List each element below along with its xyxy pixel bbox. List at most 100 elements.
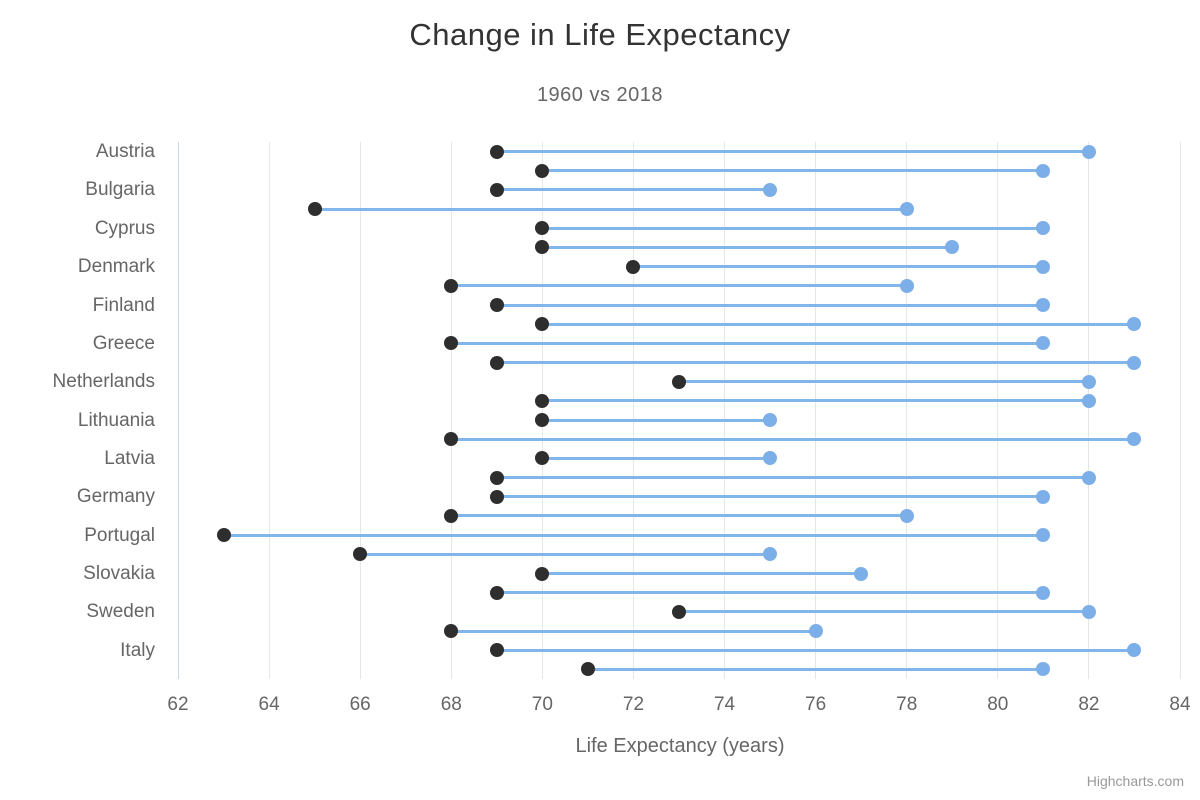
high-value-marker-2018[interactable] — [1127, 355, 1142, 370]
dumbbell-connector[interactable] — [587, 667, 1044, 671]
low-value-marker-1960[interactable] — [489, 144, 504, 159]
dumbbell-connector[interactable] — [451, 341, 1044, 345]
low-value-marker-1960[interactable] — [489, 489, 504, 504]
dumbbell-connector[interactable] — [496, 303, 1044, 307]
y-axis-category-label: Portugal — [84, 524, 155, 546]
low-value-marker-1960[interactable] — [489, 182, 504, 197]
dumbbell-connector[interactable] — [496, 591, 1044, 595]
low-value-marker-1960[interactable] — [535, 451, 550, 466]
dumbbell-connector[interactable] — [496, 188, 771, 192]
high-value-marker-2018[interactable] — [1127, 432, 1142, 447]
high-value-marker-2018[interactable] — [1036, 298, 1051, 313]
x-tick-label: 64 — [258, 694, 280, 715]
low-value-marker-1960[interactable] — [626, 259, 641, 274]
low-value-marker-1960[interactable] — [535, 393, 550, 408]
high-value-marker-2018[interactable] — [1036, 585, 1051, 600]
high-value-marker-2018[interactable] — [1081, 470, 1096, 485]
low-value-marker-1960[interactable] — [444, 508, 459, 523]
low-value-marker-1960[interactable] — [535, 240, 550, 255]
low-value-marker-1960[interactable] — [307, 202, 322, 217]
dumbbell-connector[interactable] — [542, 322, 1135, 326]
low-value-marker-1960[interactable] — [353, 547, 368, 562]
dumbbell-connector[interactable] — [542, 169, 1044, 173]
high-value-marker-2018[interactable] — [1036, 259, 1051, 274]
dumbbell-connector[interactable] — [314, 207, 907, 211]
low-value-marker-1960[interactable] — [216, 528, 231, 543]
high-value-marker-2018[interactable] — [899, 508, 914, 523]
low-value-marker-1960[interactable] — [489, 470, 504, 485]
low-value-marker-1960[interactable] — [444, 336, 459, 351]
high-value-marker-2018[interactable] — [1081, 144, 1096, 159]
dumbbell-connector[interactable] — [496, 361, 1135, 365]
y-axis-category-label: Germany — [76, 486, 155, 508]
high-value-marker-2018[interactable] — [1081, 604, 1096, 619]
x-tick-label: 72 — [622, 694, 645, 715]
dumbbell-connector[interactable] — [223, 533, 1044, 537]
grid-line — [268, 142, 270, 679]
dumbbell-connector[interactable] — [633, 265, 1044, 269]
low-value-marker-1960[interactable] — [535, 163, 550, 178]
high-value-marker-2018[interactable] — [1036, 336, 1051, 351]
low-value-marker-1960[interactable] — [672, 374, 686, 389]
low-value-marker-1960[interactable] — [535, 413, 550, 428]
dumbbell-connector[interactable] — [496, 495, 1044, 499]
high-value-marker-2018[interactable] — [1036, 163, 1051, 178]
dumbbell-connector[interactable] — [542, 245, 953, 249]
low-value-marker-1960[interactable] — [535, 566, 550, 581]
low-value-marker-1960[interactable] — [535, 221, 550, 236]
grid-line — [724, 142, 726, 679]
high-value-marker-2018[interactable] — [1127, 317, 1142, 332]
low-value-marker-1960[interactable] — [489, 298, 504, 313]
dumbbell-connector[interactable] — [496, 476, 1089, 480]
high-value-marker-2018[interactable] — [1036, 221, 1051, 236]
high-value-marker-2018[interactable] — [763, 182, 778, 197]
high-value-marker-2018[interactable] — [763, 451, 778, 466]
dumbbell-connector[interactable] — [542, 226, 1044, 230]
high-value-marker-2018[interactable] — [763, 413, 778, 428]
dumbbell-connector[interactable] — [542, 399, 1089, 403]
low-value-marker-1960[interactable] — [489, 643, 504, 658]
x-axis-title: Life Expectancy (years) — [575, 735, 785, 757]
low-value-marker-1960[interactable] — [444, 624, 459, 639]
dumbbell-connector[interactable] — [542, 456, 771, 460]
y-axis-category-label: Latvia — [104, 447, 155, 469]
dumbbell-connector[interactable] — [451, 437, 1135, 441]
low-value-marker-1960[interactable] — [444, 432, 459, 447]
high-value-marker-2018[interactable] — [899, 202, 914, 217]
high-value-marker-2018[interactable] — [1036, 489, 1051, 504]
highcharts-credit-link[interactable]: Highcharts.com — [1086, 773, 1184, 789]
high-value-marker-2018[interactable] — [899, 278, 914, 293]
dumbbell-connector[interactable] — [451, 284, 907, 288]
high-value-marker-2018[interactable] — [1036, 528, 1051, 543]
grid-line — [1088, 142, 1090, 679]
dumbbell-connector[interactable] — [360, 552, 771, 556]
dumbbell-connector[interactable] — [496, 150, 1089, 154]
high-value-marker-2018[interactable] — [808, 624, 823, 639]
chart-subtitle: 1960 vs 2018 — [536, 84, 664, 106]
dumbbell-connector[interactable] — [451, 629, 816, 633]
low-value-marker-1960[interactable] — [580, 662, 595, 677]
dumbbell-connector[interactable] — [451, 514, 907, 518]
high-value-marker-2018[interactable] — [1081, 374, 1096, 389]
low-value-marker-1960[interactable] — [535, 317, 550, 332]
dumbbell-connector[interactable] — [679, 610, 1089, 614]
chart-title: Change in Life Expectancy — [409, 17, 791, 52]
high-value-marker-2018[interactable] — [854, 566, 869, 581]
low-value-marker-1960[interactable] — [672, 604, 686, 619]
high-value-marker-2018[interactable] — [1081, 393, 1096, 408]
dumbbell-connector[interactable] — [542, 418, 771, 422]
x-tick-label: 80 — [987, 694, 1009, 715]
dumbbell-connector[interactable] — [542, 572, 862, 576]
grid-line — [1179, 142, 1181, 679]
high-value-marker-2018[interactable] — [1036, 662, 1051, 677]
low-value-marker-1960[interactable] — [489, 585, 504, 600]
y-axis-category-label: Netherlands — [52, 371, 155, 393]
high-value-marker-2018[interactable] — [763, 547, 778, 562]
low-value-marker-1960[interactable] — [489, 355, 504, 370]
low-value-marker-1960[interactable] — [444, 278, 459, 293]
high-value-marker-2018[interactable] — [945, 240, 960, 255]
dumbbell-connector[interactable] — [496, 648, 1135, 652]
high-value-marker-2018[interactable] — [1127, 643, 1142, 658]
dumbbell-connector[interactable] — [679, 380, 1089, 384]
